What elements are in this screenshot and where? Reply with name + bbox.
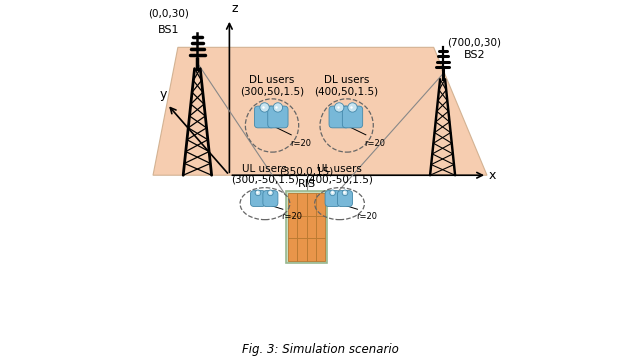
Circle shape <box>268 190 273 195</box>
FancyBboxPatch shape <box>337 190 353 207</box>
Bar <box>316 216 325 238</box>
Text: Fig. 3: Simulation scenario: Fig. 3: Simulation scenario <box>241 343 399 356</box>
Bar <box>288 216 298 238</box>
Circle shape <box>255 190 260 195</box>
Text: (0,0,30): (0,0,30) <box>148 9 189 19</box>
Text: UL users: UL users <box>243 164 287 174</box>
FancyBboxPatch shape <box>255 106 275 128</box>
Bar <box>298 238 307 261</box>
Circle shape <box>330 190 335 195</box>
Bar <box>316 238 325 261</box>
Text: (300,-50,1.5): (300,-50,1.5) <box>231 175 299 185</box>
Text: BS2: BS2 <box>464 50 485 60</box>
Bar <box>286 191 328 263</box>
FancyBboxPatch shape <box>268 106 288 128</box>
Text: x: x <box>489 169 496 182</box>
FancyBboxPatch shape <box>342 106 363 128</box>
Text: (400,-50,1.5): (400,-50,1.5) <box>306 175 374 185</box>
Circle shape <box>273 103 283 112</box>
Circle shape <box>260 103 269 112</box>
FancyBboxPatch shape <box>325 190 340 207</box>
Text: DL users: DL users <box>324 75 369 85</box>
FancyBboxPatch shape <box>329 106 349 128</box>
Bar <box>307 238 316 261</box>
Circle shape <box>335 103 344 112</box>
Text: (400,50,1.5): (400,50,1.5) <box>315 86 379 96</box>
Bar <box>298 216 307 238</box>
Text: r=20: r=20 <box>365 139 385 148</box>
Text: r=20: r=20 <box>356 212 377 221</box>
Text: r=20: r=20 <box>290 139 311 148</box>
Text: UL users: UL users <box>317 164 362 174</box>
Text: (700,0,30): (700,0,30) <box>447 37 502 47</box>
Text: DL users: DL users <box>250 75 294 85</box>
FancyBboxPatch shape <box>263 190 278 207</box>
Text: r=20: r=20 <box>282 212 303 221</box>
Text: (300,50,1.5): (300,50,1.5) <box>240 86 304 96</box>
Text: z: z <box>231 3 237 15</box>
Bar <box>288 193 298 216</box>
Bar <box>307 216 316 238</box>
Bar <box>288 238 298 261</box>
Bar <box>298 193 307 216</box>
Text: BS1: BS1 <box>158 25 180 35</box>
Bar <box>316 193 325 216</box>
Polygon shape <box>153 47 487 175</box>
Text: (350,0,15): (350,0,15) <box>280 167 334 177</box>
FancyBboxPatch shape <box>250 190 266 207</box>
Bar <box>307 193 316 216</box>
Circle shape <box>348 103 357 112</box>
Text: y: y <box>160 87 167 100</box>
Text: RIS: RIS <box>298 179 316 189</box>
Circle shape <box>342 190 348 195</box>
